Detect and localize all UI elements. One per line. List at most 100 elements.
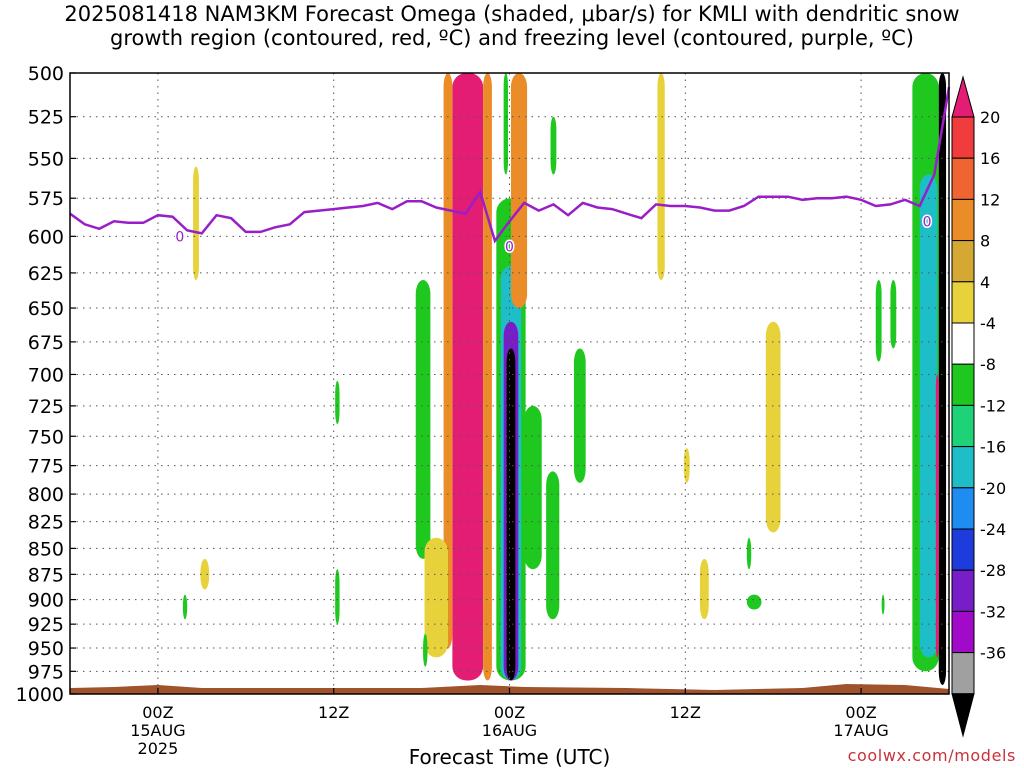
omega-area	[423, 633, 428, 667]
omega-shading-layer	[182, 73, 947, 685]
colorbar-label: 4	[980, 273, 990, 292]
colorbar-top-arrow	[951, 75, 975, 118]
omega-area	[335, 380, 340, 425]
y-tick-label: 875	[28, 564, 64, 586]
y-tick-label: 925	[28, 614, 64, 636]
colorbar-label: -8	[980, 355, 996, 374]
omega-area	[881, 594, 885, 615]
colorbar-label: -20	[980, 479, 1006, 498]
y-tick-label: 725	[28, 396, 64, 418]
x-tick-label: 16AUG	[482, 721, 537, 740]
omega-area	[182, 594, 188, 620]
omega-area	[335, 569, 340, 625]
omega-area	[890, 280, 897, 349]
omega-area	[516, 108, 523, 252]
freezing-level-line	[69, 86, 951, 244]
omega-area	[746, 594, 762, 610]
x-axis-label: Forecast Time (UTC)	[409, 745, 611, 768]
omega-area	[935, 374, 939, 658]
colorbar-segment	[951, 404, 975, 448]
omega-area	[919, 174, 938, 658]
colorbar-label: 8	[980, 232, 990, 251]
colorbar-label: -16	[980, 438, 1006, 457]
colorbar-segment	[951, 281, 975, 324]
y-tick-label: 1000	[16, 684, 64, 706]
x-tick-label: 12Z	[318, 703, 349, 722]
freezing-level-label: 0	[175, 229, 184, 245]
colorbar-label: 12	[980, 190, 1000, 209]
colorbar-label: -24	[980, 520, 1006, 539]
y-tick-label: 550	[28, 148, 64, 170]
omega-area	[546, 471, 560, 620]
x-tick-label: 00Z	[142, 703, 173, 722]
freezing-level-label: 0	[923, 214, 932, 230]
omega-area	[506, 348, 516, 681]
colorbar-label: -28	[980, 561, 1006, 580]
omega-area	[765, 321, 781, 533]
y-tick-label: 650	[28, 298, 64, 320]
y-tick-label: 700	[28, 364, 64, 386]
omega-area	[550, 116, 557, 175]
omega-area	[452, 73, 484, 681]
omega-area	[443, 73, 453, 649]
omega-area	[424, 537, 448, 658]
colorbar-segment	[951, 528, 975, 571]
y-tick-label: 675	[28, 332, 64, 354]
colorbar-label: -12	[980, 396, 1006, 415]
colorbar-segment	[951, 363, 975, 406]
y-tick-label: 850	[28, 538, 64, 560]
omega-area	[573, 348, 586, 483]
x-tick-label: 12Z	[670, 703, 701, 722]
colorbar-segment	[951, 569, 975, 612]
freezing-level-layer: 0 0 0	[69, 86, 951, 257]
x-tick-label: 17AUG	[833, 721, 888, 740]
colorbar-label: -32	[980, 602, 1006, 621]
chart-title: 2025081418 NAM3KM Forecast Omega (shaded…	[0, 2, 1024, 50]
y-tick-label: 775	[28, 456, 64, 478]
colorbar-label: 16	[980, 149, 1000, 168]
colorbar-label: 20	[980, 108, 1000, 127]
omega-area	[699, 558, 709, 620]
y-tick-label: 750	[28, 426, 64, 448]
colorbar-segment	[951, 487, 975, 530]
omega-area	[200, 558, 210, 590]
colorbar-label: -36	[980, 644, 1006, 663]
omega-colorbar: 20 16 12 8 4 -4 -8 -12 -16 -20 -24 -28 -32 -36	[951, 75, 1006, 738]
omega-area	[193, 166, 199, 281]
colorbar-segment	[951, 240, 975, 283]
omega-area	[483, 73, 492, 681]
omega-area	[524, 405, 542, 570]
source-credit: coolwx.com/models	[847, 746, 1016, 765]
y-tick-label: 900	[28, 590, 64, 612]
x-tick-label: 00Z	[494, 703, 525, 722]
y-tick-label: 800	[28, 484, 64, 506]
y-tick-label: 600	[28, 226, 64, 248]
colorbar-segment	[951, 157, 975, 200]
y-tick-label: 975	[28, 661, 64, 683]
colorbar-segment	[951, 116, 975, 159]
y-tick-label: 525	[28, 107, 64, 129]
colorbar-segment	[951, 446, 975, 489]
x-tick-label: 15AUG	[130, 721, 185, 740]
y-axis: 500 525 550 575 600 625 650 675 700 725 750 775 800 8…	[16, 63, 76, 706]
omega-area	[938, 73, 947, 685]
omega-area	[746, 537, 752, 570]
omega-area	[657, 73, 665, 281]
chart-title-line-2: growth region (contoured, red, ºC) and f…	[110, 26, 914, 50]
x-tick-label: 2025	[138, 739, 179, 758]
y-tick-label: 825	[28, 512, 64, 534]
y-tick-label: 950	[28, 638, 64, 660]
y-tick-label: 500	[28, 63, 64, 85]
colorbar-segment	[951, 198, 975, 242]
colorbar-label: -4	[980, 314, 996, 333]
y-tick-label: 575	[28, 188, 64, 210]
colorbar-segment	[951, 610, 975, 654]
chart-title-line-1: 2025081418 NAM3KM Forecast Omega (shaded…	[64, 2, 960, 26]
freezing-level-label: 0	[505, 240, 514, 256]
colorbar-segment	[951, 652, 975, 695]
omega-area	[503, 73, 509, 175]
x-tick-label: 00Z	[845, 703, 876, 722]
omega-area	[875, 280, 882, 362]
